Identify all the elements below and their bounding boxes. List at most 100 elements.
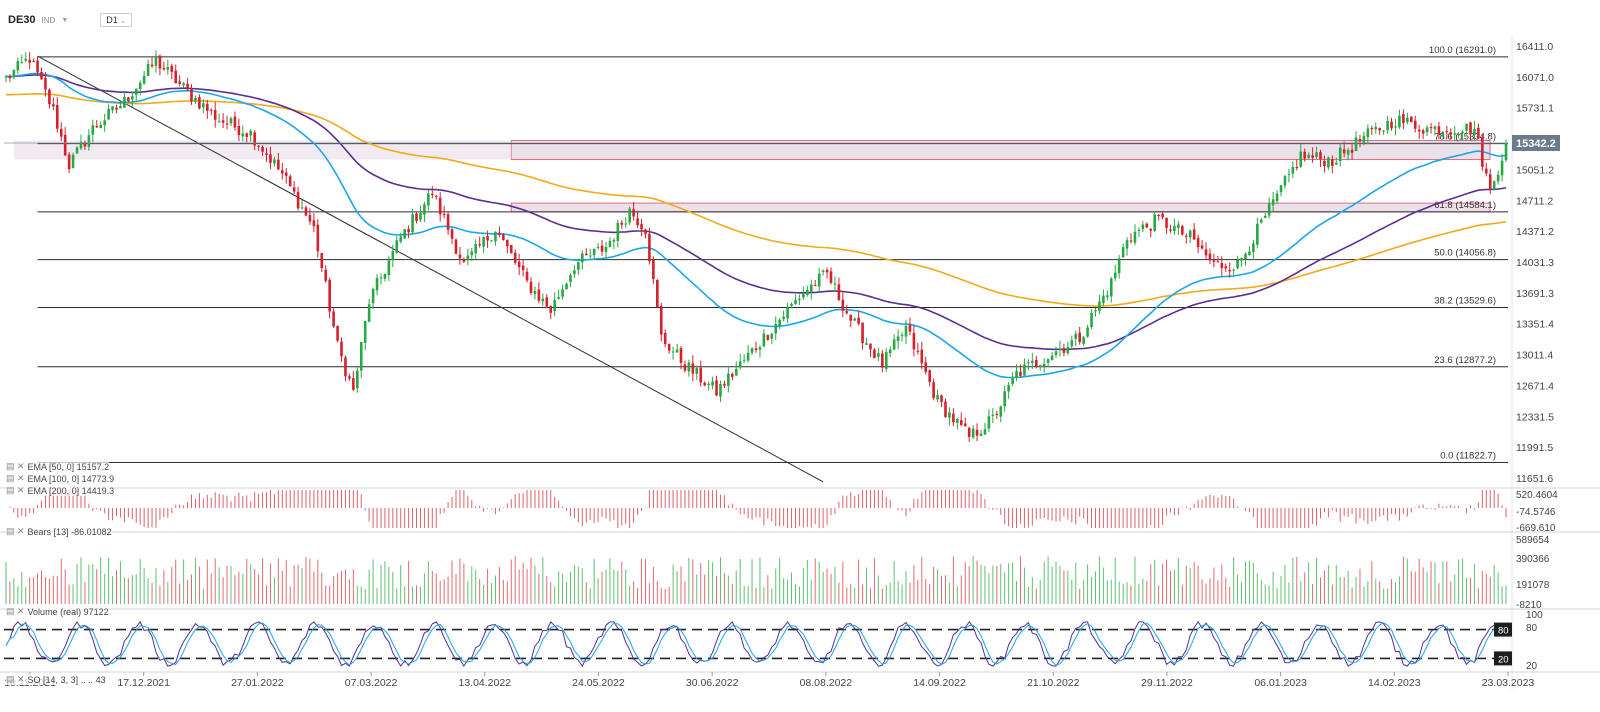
- bear-candle: [525, 271, 529, 281]
- bear-candle: [699, 367, 703, 383]
- bull-candle: [983, 429, 987, 435]
- current-price-label: 15342.2: [1516, 138, 1556, 150]
- bear-candle: [849, 314, 853, 321]
- trendline: [37, 55, 824, 483]
- settings-icon[interactable]: ▤ ✕: [6, 674, 25, 684]
- bull-candle: [1382, 130, 1385, 132]
- settings-icon[interactable]: ▤ ✕: [6, 461, 25, 471]
- bear-candle: [644, 229, 647, 235]
- bull-candle: [884, 352, 888, 369]
- bull-candle: [1153, 214, 1156, 231]
- bull-candle: [1291, 167, 1295, 174]
- bear-candle: [213, 109, 217, 120]
- bull-candle: [1425, 127, 1429, 133]
- bear-candle: [509, 244, 513, 254]
- bear-candle: [667, 344, 671, 351]
- bull-candle: [359, 342, 363, 371]
- fib-label: 50.0 (14056.8): [1434, 248, 1496, 259]
- bull-candle: [391, 250, 395, 260]
- bull-candle: [896, 336, 900, 342]
- bear-candle: [1129, 240, 1133, 242]
- stoch-axis-label: 100: [1526, 610, 1543, 621]
- stochastic-value: SO [14, 3, 3] .. .. 43: [27, 674, 106, 685]
- bull-candle: [71, 154, 75, 168]
- bear-candle: [1449, 132, 1453, 135]
- bear-candle: [1402, 114, 1405, 124]
- bull-candle: [1042, 363, 1046, 367]
- bull-candle: [1050, 355, 1054, 360]
- bear-candle: [158, 55, 162, 69]
- bear-candle: [288, 176, 292, 187]
- bull-candle: [1121, 247, 1125, 258]
- bear-candle: [1204, 249, 1208, 256]
- settings-icon[interactable]: ▤ ✕: [6, 485, 25, 495]
- bull-candle: [892, 339, 896, 350]
- bear-candle: [1034, 359, 1038, 367]
- bear-candle: [659, 305, 663, 335]
- bull-candle: [399, 236, 403, 242]
- price-tick-label: 14031.3: [1516, 257, 1554, 269]
- settings-icon[interactable]: ▤ ✕: [6, 526, 25, 536]
- bear-candle: [1149, 228, 1153, 231]
- bull-candle: [1177, 224, 1180, 228]
- bull-candle: [123, 96, 126, 108]
- bull-candle: [1307, 154, 1310, 158]
- chevron-down-icon[interactable]: ▼: [61, 16, 69, 24]
- stochastic-legend[interactable]: ▤ ✕ SO [14, 3, 3] .. .. 43: [6, 674, 106, 685]
- bull-candle: [1453, 133, 1457, 135]
- bear-candle: [478, 244, 481, 246]
- bull-candle: [1137, 230, 1141, 232]
- bull-candle: [1441, 131, 1445, 136]
- bear-candle: [415, 213, 418, 221]
- bull-candle: [727, 373, 730, 387]
- bull-candle: [711, 381, 714, 386]
- bull-candle: [900, 334, 904, 336]
- bear-candle: [44, 78, 47, 90]
- bear-candle: [549, 306, 553, 313]
- ema50-line: [5, 72, 1507, 379]
- bear-candle: [1390, 121, 1393, 129]
- bull-candle: [1299, 151, 1303, 167]
- bear-candle: [320, 252, 324, 269]
- bear-candle: [1370, 127, 1374, 130]
- bear-candle: [36, 60, 39, 73]
- bull-candle: [273, 159, 276, 164]
- bear-candle: [1200, 245, 1204, 249]
- ema50-legend[interactable]: ▤ ✕ EMA [50, 0] 15157.2: [6, 461, 110, 472]
- bull-candle: [1327, 157, 1330, 168]
- bear-candle: [221, 120, 225, 123]
- bear-candle: [83, 142, 87, 147]
- bull-candle: [1007, 384, 1010, 392]
- settings-icon[interactable]: ▤ ✕: [6, 473, 25, 483]
- date-label: 14.02.2023: [1368, 677, 1421, 689]
- symbol-label[interactable]: DE30: [8, 14, 36, 26]
- bull-candle: [1082, 337, 1085, 344]
- bear-candle: [825, 269, 829, 273]
- price-tick-label: 11651.6: [1516, 473, 1553, 485]
- bear-candle: [517, 261, 521, 268]
- volume-legend[interactable]: ▤ ✕ Volume (real) 97122: [6, 606, 109, 617]
- bull-candle: [569, 274, 572, 282]
- stoch-level-label: 20: [1498, 654, 1509, 665]
- bear-candle: [59, 128, 63, 137]
- bears-legend[interactable]: ▤ ✕ Bears [13] -86.01082: [6, 526, 112, 537]
- ema100-legend[interactable]: ▤ ✕ EMA [100, 0] 14773.9: [6, 473, 115, 484]
- ema200-legend[interactable]: ▤ ✕ EMA [200, 0] 14419.3: [6, 485, 115, 496]
- date-label: 27.01.2022: [231, 677, 284, 689]
- bull-candle: [367, 304, 371, 322]
- stoch-k-line: [5, 620, 1507, 668]
- timeframe-select[interactable]: D1 ⌄: [100, 13, 133, 27]
- bull-candle: [628, 208, 631, 223]
- bull-candle: [379, 277, 383, 279]
- bull-candle: [130, 96, 134, 100]
- bears-axis-label: -669.610: [1516, 523, 1556, 534]
- bull-candle: [24, 58, 28, 61]
- settings-icon[interactable]: ▤ ✕: [6, 606, 25, 616]
- bull-candle: [762, 333, 766, 347]
- bear-candle: [442, 214, 446, 216]
- bull-candle: [991, 414, 995, 416]
- bull-candle: [592, 248, 596, 256]
- bull-candle: [750, 348, 754, 353]
- bear-candle: [178, 81, 181, 84]
